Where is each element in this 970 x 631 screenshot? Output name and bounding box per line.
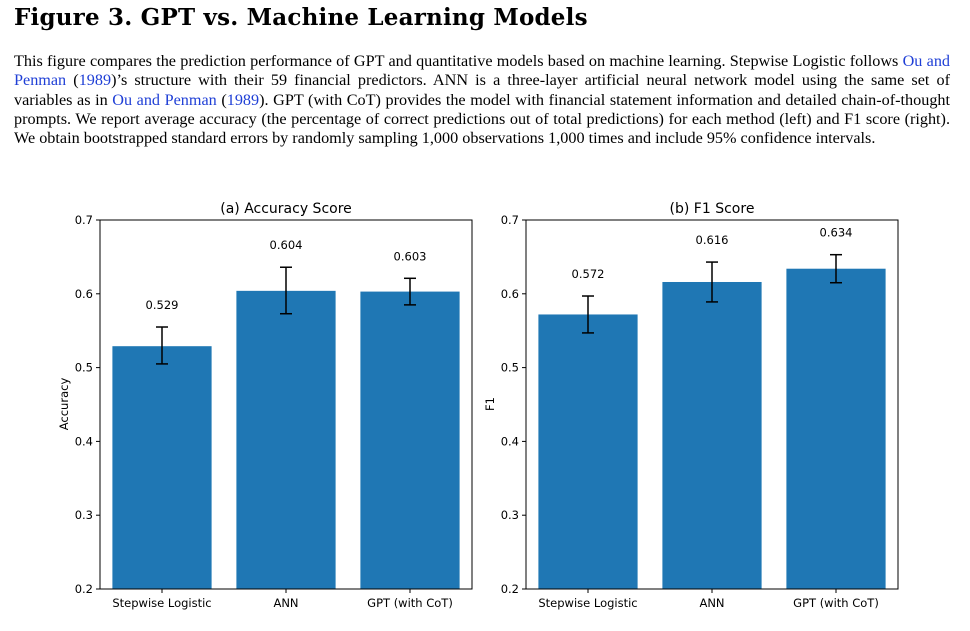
y-tick-label: 0.7: [501, 213, 519, 227]
data-label: 0.604: [270, 238, 303, 252]
citation-year-link[interactable]: 1989: [78, 71, 112, 90]
plot-frame: [525, 219, 899, 590]
caption-text: (: [216, 90, 227, 109]
y-tick-label: 0.5: [75, 361, 93, 375]
y-tick-label: 0.2: [501, 582, 519, 596]
bar: [236, 290, 336, 589]
chart-title: (a) Accuracy Score: [220, 201, 352, 217]
x-tick-label: GPT (with CoT): [367, 596, 453, 610]
data-label: 0.529: [146, 298, 179, 312]
y-axis-label: Accuracy: [57, 378, 71, 431]
y-tick-label: 0.6: [501, 287, 519, 301]
y-tick-label: 0.3: [75, 508, 93, 522]
accuracy-chart: (a) Accuracy Score Accuracy 0.529 Stepwis…: [57, 201, 473, 610]
caption-text: This figure compares the prediction perf…: [14, 52, 903, 70]
y-tick-label: 0.4: [75, 434, 93, 448]
bar: [538, 314, 638, 589]
y-tick-label: 0.7: [75, 213, 93, 227]
x-tick-label: GPT (with CoT): [793, 596, 879, 610]
x-tick-label: ANN: [273, 596, 298, 610]
x-tick-label: Stepwise Logistic: [538, 596, 637, 610]
y-axis-label: F1: [483, 397, 497, 411]
bar: [662, 281, 762, 589]
y-tick-label: 0.5: [501, 361, 519, 375]
x-tick-label: ANN: [699, 596, 724, 610]
y-tick-label: 0.2: [75, 582, 93, 596]
f1-chart: (b) F1 Score F1 0.572 Stepwise Logistic 0.…: [483, 201, 899, 610]
data-label: 0.616: [696, 233, 729, 247]
caption-text: (: [66, 71, 79, 90]
data-label: 0.603: [394, 249, 427, 263]
caption-text: ). GPT (with CoT) provides the model wit…: [14, 90, 951, 148]
bar: [360, 291, 460, 589]
figure-title: Figure 3. GPT vs. Machine Learning Model…: [14, 4, 588, 31]
x-tick-label: Stepwise Logistic: [112, 596, 211, 610]
y-tick-label: 0.6: [75, 287, 93, 301]
y-tick-label: 0.3: [501, 508, 519, 522]
citation-year-link[interactable]: 1989: [226, 90, 260, 109]
citation-link[interactable]: Ou and Penman: [112, 90, 217, 109]
data-label: 0.572: [572, 267, 605, 281]
plot-frame: [99, 219, 473, 590]
caption-text: )’s structure with their 59 financial pr…: [14, 71, 951, 109]
citation-link[interactable]: Ou and Penman: [14, 52, 951, 90]
figure-caption: This figure compares the prediction perf…: [14, 52, 950, 148]
chart-title: (b) F1 Score: [670, 201, 755, 217]
y-tick-label: 0.4: [501, 434, 519, 448]
bar: [786, 268, 886, 589]
bar: [112, 346, 212, 589]
data-label: 0.634: [820, 226, 853, 240]
